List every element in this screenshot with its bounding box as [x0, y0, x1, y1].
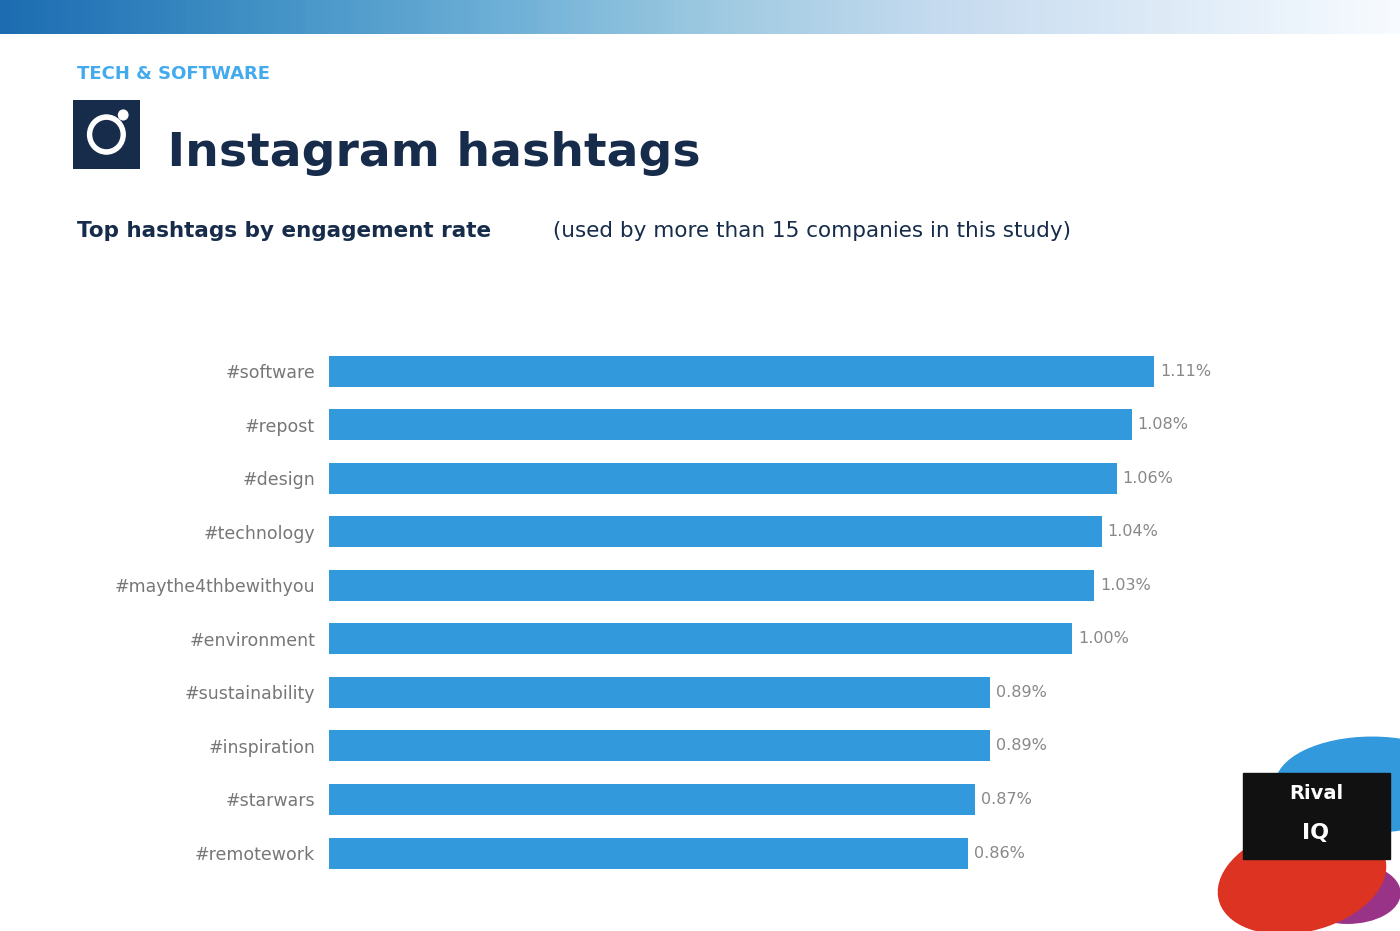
Circle shape [119, 110, 127, 120]
Text: 1.11%: 1.11% [1159, 364, 1211, 379]
Text: 1.06%: 1.06% [1123, 471, 1173, 486]
Ellipse shape [1295, 863, 1400, 924]
Bar [329, 356, 1154, 386]
Bar [329, 731, 990, 762]
Text: 0.89%: 0.89% [997, 685, 1047, 700]
Text: 1.04%: 1.04% [1107, 524, 1159, 539]
Circle shape [88, 115, 125, 155]
Text: 1.03%: 1.03% [1100, 578, 1151, 593]
Text: TECH & SOFTWARE: TECH & SOFTWARE [77, 65, 270, 83]
Bar [329, 677, 990, 708]
Text: Instagram hashtags: Instagram hashtags [151, 131, 701, 176]
Text: 1.08%: 1.08% [1137, 417, 1189, 432]
Bar [329, 784, 976, 815]
Text: Rival: Rival [1289, 784, 1343, 803]
Text: Top hashtags by engagement rate: Top hashtags by engagement rate [77, 222, 491, 241]
Bar [329, 517, 1102, 547]
Text: 0.87%: 0.87% [981, 792, 1032, 807]
Bar [329, 570, 1095, 600]
Bar [329, 410, 1131, 440]
Text: 1.00%: 1.00% [1078, 631, 1128, 646]
Circle shape [92, 121, 120, 149]
Ellipse shape [1218, 825, 1386, 931]
Text: 0.86%: 0.86% [974, 845, 1025, 860]
Text: (used by more than 15 companies in this study): (used by more than 15 companies in this … [546, 222, 1071, 241]
Ellipse shape [1275, 737, 1400, 832]
Bar [329, 463, 1117, 493]
FancyBboxPatch shape [1243, 773, 1389, 858]
Text: IQ: IQ [1302, 823, 1330, 843]
Text: 0.89%: 0.89% [997, 738, 1047, 753]
Bar [329, 624, 1072, 654]
FancyBboxPatch shape [66, 93, 147, 177]
Bar [329, 838, 967, 869]
